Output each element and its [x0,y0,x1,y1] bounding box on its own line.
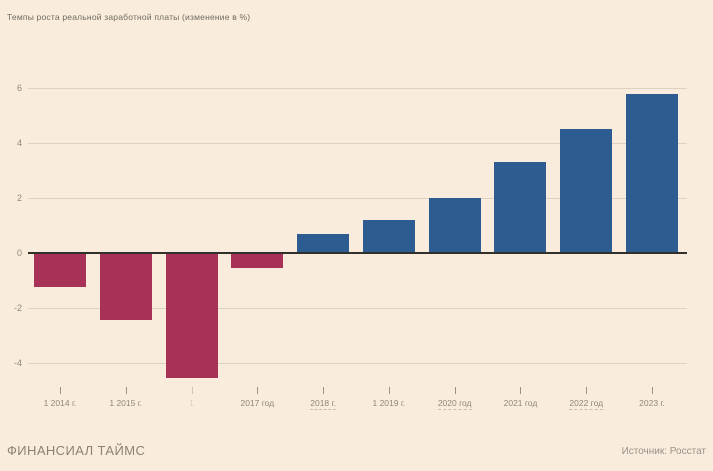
x-axis-label: 2018 г. [285,398,361,410]
x-axis-label-text: 1 2019 г. [372,398,406,408]
x-axis-tick [652,387,654,394]
chart-bar [428,198,481,253]
chart-bar [494,162,547,253]
y-axis-tick-label: -2 [13,302,22,313]
x-axis-label: 2023 г. [614,398,690,408]
x-axis-tick [191,387,193,394]
gridline [28,363,687,364]
chart-bar [297,233,350,253]
gridline [28,198,687,199]
publisher-brand: ФИНАНСИАЛ ТАЙМС [7,443,146,458]
chart-bar [362,220,415,253]
x-axis-label-text: 2023 г. [639,398,665,408]
source-attribution: Источник: Росстат [621,446,706,457]
y-axis-tick-label: 6 [16,82,22,93]
y-axis-tick-label: 4 [16,137,22,148]
x-axis-label: 1 2019 г. [351,398,427,408]
x-axis-label-text: 1 2014 г. [43,398,77,408]
x-axis-label: 2022 год [548,398,624,410]
chart-bar [231,254,284,268]
x-axis-label-text: 2017 год [240,398,275,408]
x-axis-tick [60,387,61,394]
chart-bar [626,93,679,253]
x-axis-label: 2017 год [219,398,295,408]
x-axis-label-text: 1 [189,398,194,408]
gridline [28,143,687,144]
x-axis-label: 2020 год [417,398,493,410]
x-axis-label-text: 1 2015 г. [109,398,143,408]
x-axis-label-text: 2022 год [569,398,604,410]
x-axis-label: 1 2015 г. [88,398,164,408]
x-axis-label: 1 [154,398,230,408]
chart-bar [99,254,152,320]
x-axis-label: 2021 год [482,398,558,408]
x-axis-zero-line [28,252,687,254]
x-axis-label: 1 2014 г. [22,398,98,408]
x-axis-tick [125,387,127,394]
chart-title: Темпы роста реальной заработной платы (и… [7,12,251,22]
gridline [28,308,687,309]
x-axis-tick [257,387,259,394]
y-axis-tick-label: -4 [13,357,22,368]
y-axis-tick-label: 2 [16,192,22,203]
x-axis-tick [323,387,325,394]
chart-bar [34,254,86,287]
chart-bar [165,254,218,378]
x-axis-label-text: 2021 год [503,398,538,408]
x-axis-tick [520,387,522,394]
x-axis-tick [454,387,456,394]
x-axis-tick [586,387,588,394]
y-axis-tick-label: 0 [16,247,22,258]
chart-bar [560,129,613,253]
x-axis-label-text: 2018 г. [310,398,336,410]
x-axis-label-text: 2020 год [437,398,472,410]
x-axis-tick [388,387,390,394]
gridline [28,88,687,89]
